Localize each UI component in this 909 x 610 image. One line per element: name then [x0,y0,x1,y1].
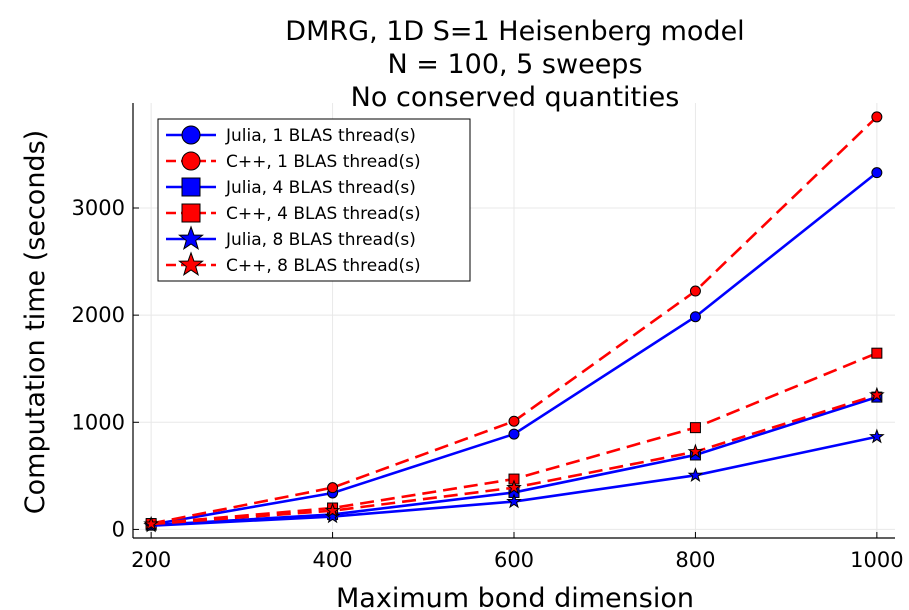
y-tick-label: 3000 [72,196,125,220]
x-axis-label: Maximum bond dimension [336,583,694,610]
data-point-marker [508,415,520,427]
x-tick-label: 1000 [850,548,903,572]
data-point-marker [687,467,704,482]
x-tick-label: 400 [313,548,353,572]
data-point-marker [324,508,341,524]
y-axis-label: Computation time (seconds) [20,130,51,514]
data-point-marker [327,482,339,494]
series-group [143,111,885,533]
tick-labels: 200 400 600 800 1000 0 1000 2000 3000 [72,196,904,572]
data-point-marker [871,167,883,179]
legend-item: Julia, 4 BLAS thread(s) [166,177,416,198]
legend-marker [178,225,204,251]
data-point-marker [506,479,522,495]
legend-item: C++, 4 BLAS thread(s) [166,203,421,224]
legend-marker [181,125,201,145]
legend-label: Julia, 8 BLAS thread(s) [225,230,416,250]
legend-marker [181,151,201,171]
data-point-marker [324,502,341,518]
data-point-marker [508,428,520,440]
legend-item: Julia, 8 BLAS thread(s) [166,225,416,251]
legend-label: Julia, 1 BLAS thread(s) [225,126,416,146]
data-point-marker [869,428,885,444]
data-point-marker [869,386,885,402]
legend-label: C++, 1 BLAS thread(s) [226,152,421,172]
chart-title-line-2: N = 100, 5 sweeps [387,49,642,80]
legend-box [157,118,471,282]
data-point-marker [506,493,522,509]
legend-label: Julia, 4 BLAS thread(s) [225,178,416,198]
data-point-marker [689,311,701,323]
legend-marker [178,251,204,277]
x-tick-label: 800 [675,548,715,572]
legend: Julia, 1 BLAS thread(s) C++, 1 BLAS threa… [157,118,471,282]
legend-item: Julia, 1 BLAS thread(s) [166,125,416,146]
legend-item: C++, 1 BLAS thread(s) [166,151,421,172]
legend-label: C++, 4 BLAS thread(s) [226,204,421,224]
x-tick-label: 600 [494,548,534,572]
y-tick-label: 0 [112,517,125,541]
chart-title-line-1: DMRG, 1D S=1 Heisenberg model [285,16,744,47]
legend-marker [181,177,201,197]
data-point-marker [689,285,701,297]
data-point-marker [871,111,883,123]
legend-label: C++, 8 BLAS thread(s) [226,256,421,276]
series-6 [143,386,885,531]
data-point-marker [871,347,883,359]
legend-marker [181,203,201,223]
chart-title-line-3: No conserved quantities [351,82,680,113]
y-tick-label: 2000 [72,303,125,327]
legend-item: C++, 8 BLAS thread(s) [166,251,421,277]
x-tick-label: 200 [131,548,171,572]
chart-title: DMRG, 1D S=1 Heisenberg model N = 100, 5… [285,16,744,113]
y-tick-label: 1000 [72,410,125,434]
data-point-marker [689,422,701,434]
data-point-marker [687,443,704,459]
data-point-marker [143,515,159,531]
